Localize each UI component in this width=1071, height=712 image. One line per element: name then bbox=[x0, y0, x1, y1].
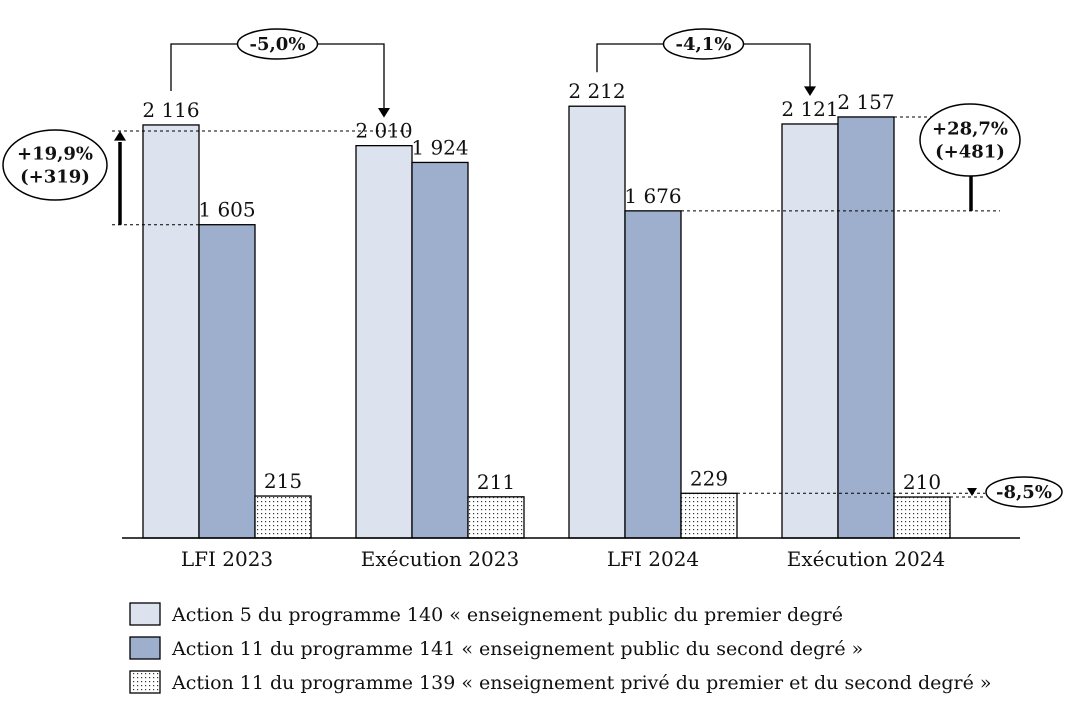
bracket-label: -4,1% bbox=[676, 34, 732, 55]
legend-label-1: Action 11 du programme 141 « enseignemen… bbox=[171, 638, 863, 660]
bar-value-label: 1 605 bbox=[198, 198, 255, 222]
bar-value-label: 215 bbox=[264, 469, 302, 493]
bars-layer bbox=[142, 105, 951, 539]
category-label: LFI 2023 bbox=[181, 547, 273, 571]
bar-s1-c0 bbox=[198, 224, 256, 539]
category-label: Exécution 2024 bbox=[787, 547, 945, 571]
bar-value-label: 211 bbox=[477, 470, 515, 494]
bar-s0-c2 bbox=[568, 105, 626, 539]
bar-value-label: 2 157 bbox=[837, 90, 894, 114]
arrow-head-icon bbox=[804, 86, 816, 96]
bar-value-label: 1 924 bbox=[411, 135, 468, 159]
bracket-label: -5,0% bbox=[250, 34, 306, 55]
bar-s0-c3 bbox=[781, 123, 839, 539]
bar-s2-c3 bbox=[893, 496, 951, 539]
legend-swatch-0 bbox=[129, 602, 161, 626]
legend-swatch-2 bbox=[129, 670, 161, 694]
gap-label-ellipse bbox=[2, 129, 108, 201]
category-labels-layer: LFI 2023 Exécution 2023 LFI 2024 Exécution … bbox=[181, 547, 945, 571]
bar-value-label: 229 bbox=[690, 466, 728, 490]
bar-s0-c1 bbox=[355, 144, 413, 539]
category-label: LFI 2024 bbox=[607, 547, 699, 571]
gap-label-ellipse bbox=[985, 476, 1063, 508]
annotation-2: +19,9%(+319) bbox=[2, 129, 412, 226]
bracket-label-ellipse bbox=[236, 28, 319, 60]
bar-value-label: 1 676 bbox=[624, 184, 681, 208]
legend-swatch-1 bbox=[129, 636, 161, 660]
legend: Action 5 du programme 140 « enseignement… bbox=[129, 602, 992, 694]
gap-label-ellipse bbox=[919, 103, 1021, 177]
bar-s1-c3 bbox=[837, 116, 895, 539]
bar-value-label: 210 bbox=[903, 470, 941, 494]
annotations-layer: -5,0% -4,1% +19,9%(+319) +28,7%(+481) -8,5% bbox=[2, 28, 1063, 508]
bar-value-label: 2 121 bbox=[781, 97, 838, 121]
annotation-0: -5,0% bbox=[170, 28, 390, 118]
gap-label: (+319) bbox=[20, 167, 90, 188]
arrow-head-icon bbox=[378, 108, 390, 118]
annotation-4: -8,5% bbox=[737, 476, 1063, 508]
bar-value-label: 2 116 bbox=[142, 98, 199, 122]
gap-label: (+481) bbox=[935, 142, 1005, 163]
bar-s2-c2 bbox=[680, 492, 738, 539]
category-label: Exécution 2023 bbox=[361, 547, 519, 571]
legend-label-0: Action 5 du programme 140 « enseignement… bbox=[171, 604, 843, 626]
bar-s0-c0 bbox=[142, 124, 200, 539]
bar-s1-c2 bbox=[624, 210, 682, 539]
gap-label: -8,5% bbox=[996, 482, 1052, 503]
arrow-head-icon bbox=[114, 131, 126, 141]
bar-s2-c0 bbox=[254, 495, 312, 539]
annotation-1: -4,1% bbox=[596, 28, 816, 96]
gap-label: +19,9% bbox=[17, 144, 93, 165]
gap-label: +28,7% bbox=[932, 119, 1008, 140]
bracket-label-ellipse bbox=[662, 28, 745, 60]
arrow-head-icon bbox=[967, 488, 977, 497]
bar-value-label: 2 212 bbox=[568, 79, 625, 103]
annotation-3: +28,7%(+481) bbox=[681, 103, 1021, 212]
bar-s2-c1 bbox=[467, 496, 525, 539]
legend-label-2: Action 11 du programme 139 « enseignemen… bbox=[171, 672, 992, 694]
bar-s1-c1 bbox=[411, 161, 469, 539]
